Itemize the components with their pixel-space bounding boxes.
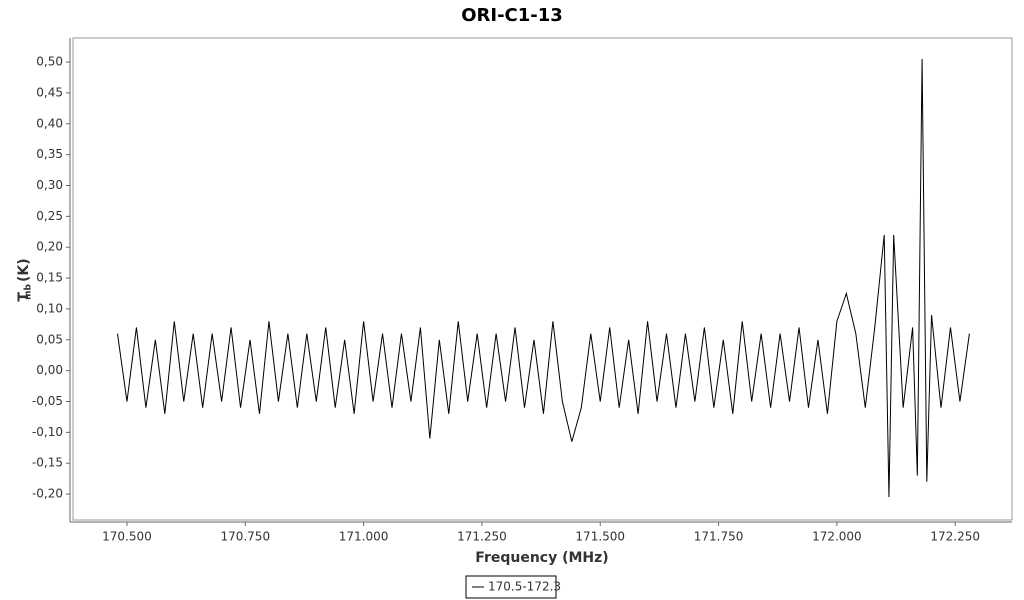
y-tick-label: 0,35 [36,147,63,161]
y-tick-label: 0,40 [36,116,63,130]
y-tick-label: 0,20 [36,240,63,254]
y-tick-label: -0,15 [32,456,63,470]
x-tick-label: 170.750 [220,530,270,544]
legend [465,575,557,599]
y-tick-label: 0,00 [36,363,63,377]
y-tick-label: -0,05 [32,394,63,408]
y-tick-label: 0,05 [36,332,63,346]
y-label-unit: (K) [16,258,32,282]
x-tick-label: 170.500 [102,530,152,544]
x-tick-label: 171.500 [575,530,625,544]
plot-area [72,37,1013,521]
legend-label: 170.5-172.3 [488,580,561,594]
x-tick-label: 171.750 [694,530,744,544]
chart-title: ORI-C1-13 [461,5,563,26]
x-axis-label: Frequency (MHz) [475,550,608,566]
x-tick-label: 172.250 [930,530,980,544]
y-tick-label: 0,25 [36,209,63,223]
data-line [116,58,970,498]
y-axis-label: T mb (K) [16,258,34,301]
y-tick-label: -0,20 [32,487,63,501]
y-tick-label: 0,50 [36,55,63,69]
y-tick-label: 0,15 [36,271,63,285]
x-tick-label: 172.000 [812,530,862,544]
y-label-sub: mb [24,283,34,299]
x-tick-label: 171.000 [339,530,389,544]
y-tick-label: 0,30 [36,178,63,192]
y-tick-label: 0,10 [36,301,63,315]
y-tick-label: -0,10 [32,425,63,439]
y-tick-label: 0,45 [36,85,63,99]
x-tick-label: 171.250 [457,530,507,544]
y-label-main: T [16,292,32,302]
